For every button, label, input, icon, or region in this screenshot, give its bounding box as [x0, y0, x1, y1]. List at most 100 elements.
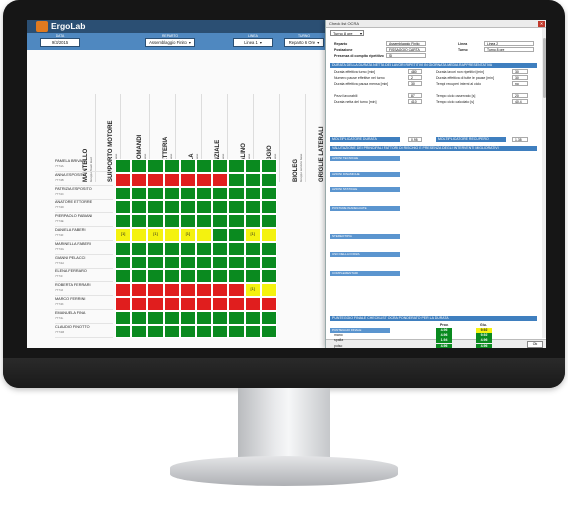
grid-cell[interactable] — [196, 241, 213, 256]
grid-cell[interactable] — [228, 214, 245, 228]
grid-cell[interactable] — [147, 214, 164, 228]
grid-cell[interactable] — [260, 200, 277, 215]
grid-cell[interactable] — [196, 310, 213, 325]
grid-cell[interactable] — [179, 159, 196, 173]
grid-cell[interactable] — [131, 159, 148, 173]
grid-cell[interactable] — [260, 310, 277, 325]
grid-cell[interactable] — [147, 159, 164, 173]
grid-cell[interactable] — [244, 186, 261, 201]
duration-value[interactable]: 87 — [408, 93, 422, 98]
grid-cell[interactable] — [228, 241, 245, 256]
grid-cell[interactable] — [212, 186, 229, 201]
grid-cell[interactable] — [228, 297, 245, 311]
grid-cell[interactable] — [163, 297, 180, 311]
grid-cell[interactable] — [260, 172, 277, 187]
grid-cell[interactable] — [196, 200, 213, 215]
grid-cell[interactable] — [260, 283, 277, 297]
grid-cell[interactable] — [115, 241, 132, 256]
grid-cell[interactable] — [228, 255, 245, 270]
grid-cell[interactable] — [163, 241, 180, 256]
grid-cell[interactable] — [131, 324, 148, 339]
grid-cell[interactable] — [131, 214, 148, 228]
grid-cell[interactable] — [147, 172, 164, 187]
grid-cell[interactable] — [179, 255, 196, 270]
grid-cell[interactable] — [147, 255, 164, 270]
worker-row[interactable]: ELENA FERRARO 7774I — [55, 269, 113, 283]
date-field[interactable]: 9/3/2015 — [40, 38, 80, 47]
field-value[interactable]: Linea 2 — [484, 41, 534, 46]
duration-value[interactable]: 30 — [512, 69, 528, 74]
worker-row[interactable]: ANNA ESPOSITO 7774B — [55, 173, 113, 186]
grid-cell[interactable] — [179, 324, 196, 339]
grid-cell[interactable] — [131, 297, 148, 311]
grid-cell[interactable] — [260, 241, 277, 256]
duration-value[interactable]: 480 — [408, 69, 422, 74]
duration-value[interactable]: no — [512, 81, 528, 86]
grid-cell[interactable] — [147, 241, 164, 256]
grid-cell[interactable] — [196, 159, 213, 173]
worker-row[interactable]: ROBERTA FERRARI 7774J — [55, 283, 113, 297]
grid-cell[interactable] — [244, 297, 261, 311]
grid-cell[interactable] — [244, 241, 261, 256]
grid-cell[interactable] — [228, 310, 245, 325]
grid-cell[interactable] — [196, 186, 213, 201]
worker-row[interactable]: PAMELA BRIVANI 7774A — [55, 159, 113, 172]
grid-cell[interactable] — [131, 228, 148, 242]
grid-cell[interactable] — [163, 255, 180, 270]
grid-cell[interactable] — [147, 269, 164, 284]
grid-cell[interactable] — [131, 283, 148, 297]
worker-row[interactable]: GIANNI PELACCI 7774H — [55, 256, 113, 269]
grid-cell[interactable] — [179, 310, 196, 325]
grid-cell[interactable] — [163, 283, 180, 297]
grid-cell[interactable] — [212, 214, 229, 228]
grid-cell[interactable] — [260, 214, 277, 228]
grid-cell[interactable]: [1] — [244, 283, 261, 297]
grid-cell[interactable] — [244, 172, 261, 187]
grid-cell[interactable] — [115, 172, 132, 187]
grid-cell[interactable] — [196, 324, 213, 339]
grid-cell[interactable] — [163, 159, 180, 173]
grid-cell[interactable] — [228, 228, 245, 242]
grid-cell[interactable] — [212, 159, 229, 173]
grid-cell[interactable]: [1] — [115, 228, 132, 242]
grid-cell[interactable] — [163, 228, 180, 242]
worker-row[interactable]: PATRIZIA ESPOSITO 7774C — [55, 187, 113, 200]
grid-cell[interactable] — [260, 269, 277, 284]
duration-value[interactable]: 20 — [512, 93, 528, 98]
grid-cell[interactable] — [244, 310, 261, 325]
grid-cell[interactable] — [179, 241, 196, 256]
grid-cell[interactable] — [228, 200, 245, 215]
grid-cell[interactable] — [131, 186, 148, 201]
duration-value[interactable]: 30 — [512, 75, 528, 80]
grid-cell[interactable] — [147, 324, 164, 339]
grid-cell[interactable] — [244, 269, 261, 284]
grid-cell[interactable] — [228, 283, 245, 297]
grid-cell[interactable] — [228, 324, 245, 339]
field-value[interactable]: Assemblaggio Finito — [386, 41, 426, 46]
grid-cell[interactable] — [196, 214, 213, 228]
grid-cell[interactable]: [1] — [244, 228, 261, 242]
worker-row[interactable]: EMANUELA FINA 7774L — [55, 311, 113, 324]
grid-cell[interactable] — [244, 255, 261, 270]
grid-cell[interactable] — [179, 200, 196, 215]
grid-cell[interactable] — [163, 214, 180, 228]
grid-cell[interactable] — [228, 172, 245, 187]
grid-cell[interactable] — [115, 324, 132, 339]
worker-row[interactable]: MARCO FERRINI 7774K — [55, 297, 113, 310]
scrollbar-thumb[interactable] — [543, 38, 546, 98]
grid-cell[interactable] — [115, 283, 132, 297]
field-value[interactable]: SI — [386, 53, 426, 58]
grid-cell[interactable] — [244, 324, 261, 339]
grid-cell[interactable] — [147, 200, 164, 215]
shift-select[interactable]: Turno 8 ore — [330, 30, 364, 37]
grid-cell[interactable] — [179, 172, 196, 187]
ok-button[interactable]: Ok — [527, 341, 543, 348]
grid-cell[interactable] — [179, 283, 196, 297]
grid-cell[interactable] — [212, 255, 229, 270]
grid-cell[interactable] — [147, 310, 164, 325]
grid-cell[interactable] — [179, 186, 196, 201]
grid-cell[interactable] — [260, 159, 277, 173]
grid-cell[interactable] — [131, 269, 148, 284]
field-value[interactable]: FISSAGGIO CARTA — [386, 47, 426, 52]
grid-cell[interactable] — [244, 200, 261, 215]
